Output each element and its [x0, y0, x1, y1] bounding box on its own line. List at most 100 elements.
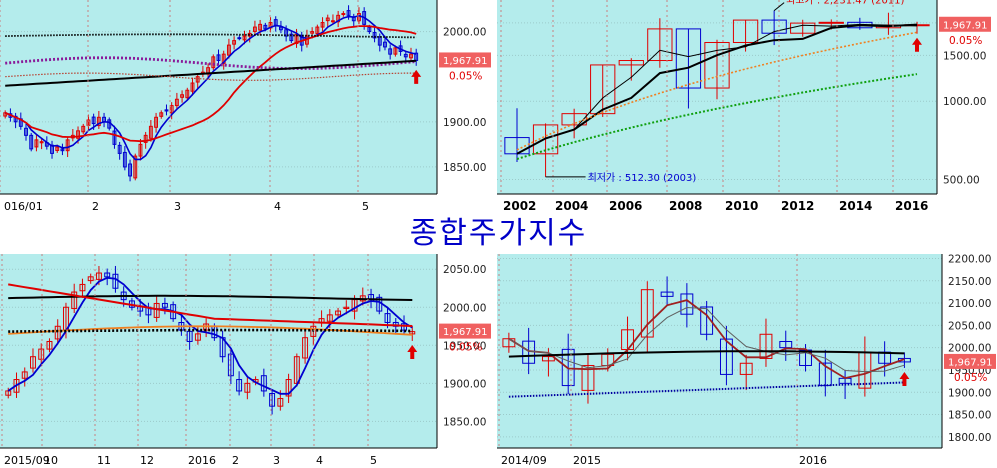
- moving-average-line: [8, 328, 413, 333]
- candle-body: [278, 26, 283, 31]
- candle-body: [39, 141, 44, 144]
- yearly-chart-panel: 500.001000.001500.002000.002002200420062…: [497, 0, 997, 214]
- candle-body: [55, 146, 60, 151]
- x-tick-label: 2010: [725, 199, 758, 213]
- candle-body: [46, 340, 53, 350]
- moving-average-line: [7, 276, 413, 395]
- moving-average-line: [8, 294, 413, 301]
- current-value-tag: [439, 323, 491, 339]
- candle-body: [76, 130, 80, 139]
- candle-body: [759, 333, 773, 359]
- candle-body: [704, 41, 730, 89]
- candle-body: [258, 23, 263, 31]
- candle-body: [242, 35, 247, 41]
- candle-body: [367, 26, 372, 33]
- candle-body: [185, 89, 190, 99]
- candle-body: [326, 314, 333, 322]
- monthly-chart: 1800.001850.001900.001950.002000.002050.…: [497, 254, 997, 468]
- candle-body: [87, 276, 94, 282]
- candle-body: [325, 17, 330, 22]
- y-tick-label: 1900.00: [443, 117, 486, 129]
- candle-body: [372, 32, 377, 39]
- candle-body: [277, 398, 284, 407]
- candle-body: [195, 76, 200, 83]
- moving-average-line: [516, 23, 918, 155]
- y-tick-label: 2000.00: [443, 302, 486, 314]
- candle-body: [143, 134, 148, 143]
- x-tick-label: 2016: [895, 199, 928, 213]
- x-tick-label: 2015/09: [4, 454, 50, 467]
- x-axis-strip: [497, 448, 942, 468]
- x-tick-label: 2012: [781, 199, 814, 213]
- moving-average-line: [4, 25, 417, 143]
- x-tick-label: 4: [316, 454, 323, 467]
- candle-body: [818, 21, 844, 24]
- x-tick-label: 3: [273, 454, 280, 467]
- candle-body: [194, 333, 201, 341]
- candle-body: [393, 47, 398, 55]
- candle-body: [320, 22, 325, 28]
- moving-average-line: [5, 59, 417, 87]
- y-tick-label: 1000.00: [943, 96, 986, 108]
- plot-area: [0, 254, 437, 448]
- y-tick-label: 2000.00: [948, 343, 991, 355]
- yearly-chart: 500.001000.001500.002000.002002200420062…: [497, 0, 997, 214]
- candle-body: [128, 163, 132, 177]
- candle-body: [34, 139, 39, 148]
- y-tick-label: 1900.00: [948, 387, 991, 399]
- y-tick-label: 2200.00: [948, 254, 991, 265]
- y-tick-label: 1850.00: [443, 416, 486, 428]
- moving-average-line: [5, 56, 417, 70]
- x-tick-label: 2006: [609, 199, 642, 213]
- candle-body: [285, 379, 292, 397]
- y-tick-label: 1500.00: [943, 50, 986, 62]
- candle-body: [3, 112, 8, 117]
- candle-body: [24, 127, 28, 136]
- weekly-chart-panel: 1850.00 1900.00 1950.00 2000.00 2050.00 2015/…: [0, 254, 497, 468]
- candle-body: [335, 310, 342, 316]
- candle-body: [294, 33, 299, 45]
- daily-chart-panel: 1850.00 1900.00 2000.00 016/01 2 3 4 5 1,967.91 0…: [0, 0, 497, 214]
- moving-average-line: [516, 73, 918, 160]
- candle-body: [310, 325, 317, 337]
- candle-body: [289, 33, 294, 42]
- candle-body: [164, 109, 169, 112]
- y-tick-label: 2050.00: [948, 320, 991, 332]
- moving-average-line: [4, 14, 417, 161]
- y-tick-label: 2050.00: [443, 264, 486, 276]
- candle-body: [561, 348, 575, 387]
- current-value-tag: [939, 16, 991, 32]
- moving-average-line: [508, 350, 905, 358]
- candle-body: [154, 116, 159, 128]
- x-tick-label: 2016: [188, 454, 216, 467]
- x-tick-label: 2014: [839, 199, 872, 213]
- candle-body: [384, 313, 391, 323]
- x-tick-label: 2: [92, 200, 99, 213]
- candle-body: [284, 29, 289, 37]
- y-tick-label: 1850.00: [443, 162, 486, 174]
- candle-body: [260, 375, 267, 392]
- candle-body: [581, 364, 595, 391]
- candle-body: [95, 272, 102, 280]
- moving-average-line: [508, 306, 905, 373]
- candle-body: [504, 137, 530, 155]
- candle-body: [232, 40, 237, 45]
- candle-body: [244, 382, 251, 393]
- change-percent-label: 0.05%: [449, 70, 482, 82]
- candle-body: [761, 19, 787, 34]
- candle-body: [79, 283, 86, 292]
- current-value-label: 1,967.91: [943, 20, 988, 31]
- candle-body: [414, 52, 419, 61]
- plot-area: [0, 0, 437, 194]
- high-annotation-leader: [773, 2, 785, 11]
- change-percent-label: 0.05%: [949, 35, 982, 47]
- y-tick-label: 2000.00: [443, 27, 486, 39]
- daily-chart: 1850.00 1900.00 2000.00 016/01 2 3 4 5 1,967.91 0…: [0, 0, 497, 214]
- candle-body: [818, 362, 832, 387]
- current-arrow-icon: [407, 344, 418, 359]
- candle-body: [104, 272, 111, 278]
- high-annotation: 최고가 : 2,231.47 (2011): [786, 0, 904, 7]
- candle-body: [96, 116, 101, 127]
- candle-body: [252, 26, 257, 32]
- candle-body: [211, 56, 216, 69]
